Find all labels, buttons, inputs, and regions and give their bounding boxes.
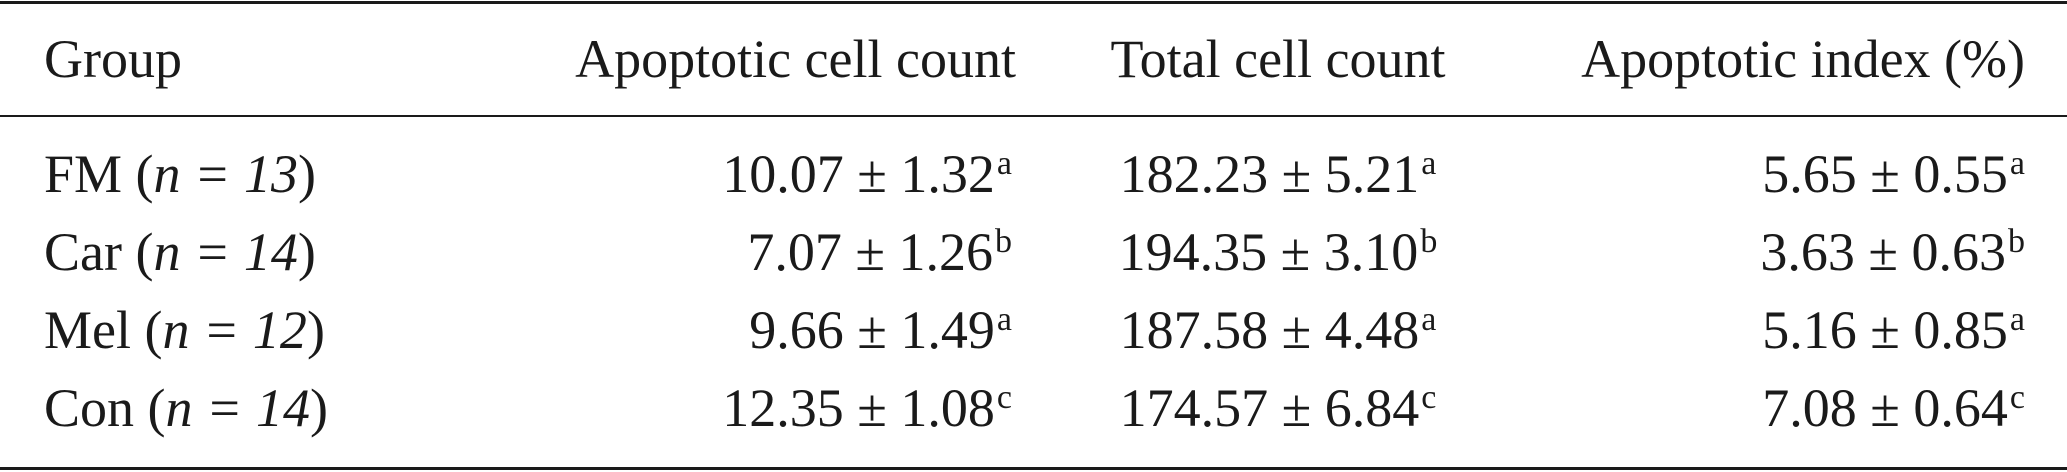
apoptotic-index-value: 5.16 ± 0.85	[1762, 300, 2008, 360]
apoptotic-count-superscript: b	[995, 223, 1012, 260]
header-apoptotic-index: Apoptotic index (%)	[1581, 28, 2025, 89]
total-count-value: 182.23 ± 5.21	[1119, 144, 1420, 204]
header-apoptotic-count: Apoptotic cell count	[575, 28, 1016, 89]
apoptotic-index-superscript: a	[2009, 145, 2025, 182]
apoptotic-index-cell: 7.08 ± 0.64c	[1508, 369, 2067, 447]
top-rule	[0, 1, 2067, 4]
apoptotic-count-value: 10.07 ± 1.32	[722, 144, 995, 204]
apoptotic-index-superscript: c	[2009, 379, 2025, 416]
group-name: FM	[44, 144, 123, 204]
total-count-superscript: c	[1421, 379, 1437, 416]
group-cell: FM (n = 13)	[44, 144, 316, 204]
header-total-count: Total cell count	[1110, 28, 1446, 89]
group-name: Car	[44, 222, 122, 282]
apoptotic-count-value: 9.66 ± 1.49	[749, 300, 995, 360]
group-cell: Con (n = 14)	[44, 378, 328, 438]
group-name: Con	[44, 378, 135, 438]
total-count-value: 174.57 ± 6.84	[1119, 378, 1420, 438]
total-count-superscript: a	[1421, 301, 1437, 338]
header-row: Group Apoptotic cell count Total cell co…	[0, 0, 2067, 117]
apoptotic-count-value: 7.07 ± 1.26	[747, 222, 993, 282]
bottom-rule	[0, 467, 2067, 470]
apoptotic-index-value: 3.63 ± 0.63	[1760, 222, 2006, 282]
apoptotic-count-cell: 12.35 ± 1.08c	[459, 369, 1048, 447]
group-n: n = 14	[153, 222, 298, 282]
group-n: n = 13	[153, 144, 298, 204]
total-count-cell: 187.58 ± 4.48a	[1048, 291, 1508, 369]
total-count-superscript: b	[1420, 223, 1438, 260]
total-count-value: 187.58 ± 4.48	[1119, 300, 1420, 360]
apoptotic-index-value: 7.08 ± 0.64	[1762, 378, 2008, 438]
apoptotic-index-cell: 5.65 ± 0.55a	[1508, 135, 2067, 213]
apoptotic-count-value: 12.35 ± 1.08	[722, 378, 995, 438]
group-n: n = 12	[162, 300, 307, 360]
apoptotic-index-value: 5.65 ± 0.55	[1762, 144, 2008, 204]
table-row: Con (n = 14) 12.35 ± 1.08c 174.57 ± 6.84…	[0, 369, 2067, 447]
results-table: Group Apoptotic cell count Total cell co…	[0, 0, 2067, 447]
apoptotic-count-superscript: c	[996, 379, 1012, 416]
total-count-cell: 174.57 ± 6.84c	[1048, 369, 1508, 447]
apoptotic-index-cell: 3.63 ± 0.63b	[1508, 213, 2067, 291]
table-row: Mel (n = 12) 9.66 ± 1.49a 187.58 ± 4.48a…	[0, 291, 2067, 369]
apoptotic-count-cell: 9.66 ± 1.49a	[459, 291, 1048, 369]
total-count-value: 194.35 ± 3.10	[1118, 222, 1419, 282]
header-group: Group	[44, 28, 182, 89]
apoptotic-index-superscript: a	[2009, 301, 2025, 338]
apoptotic-count-cell: 10.07 ± 1.32a	[459, 135, 1048, 213]
total-count-cell: 182.23 ± 5.21a	[1048, 135, 1508, 213]
group-cell: Mel (n = 12)	[44, 300, 325, 360]
group-cell: Car (n = 14)	[44, 222, 316, 282]
group-name: Mel	[44, 300, 131, 360]
apoptotic-count-cell: 7.07 ± 1.26b	[459, 213, 1048, 291]
header-rule	[0, 115, 2067, 117]
table-row: Car (n = 14) 7.07 ± 1.26b 194.35 ± 3.10b…	[0, 213, 2067, 291]
total-count-cell: 194.35 ± 3.10b	[1048, 213, 1508, 291]
total-count-superscript: a	[1421, 145, 1437, 182]
apoptotic-count-superscript: a	[996, 145, 1012, 182]
group-n: n = 14	[165, 378, 310, 438]
apoptotic-count-superscript: a	[996, 301, 1012, 338]
apoptotic-index-cell: 5.16 ± 0.85a	[1508, 291, 2067, 369]
apoptotic-index-superscript: b	[2008, 223, 2025, 260]
table-row: FM (n = 13) 10.07 ± 1.32a 182.23 ± 5.21a…	[0, 135, 2067, 213]
